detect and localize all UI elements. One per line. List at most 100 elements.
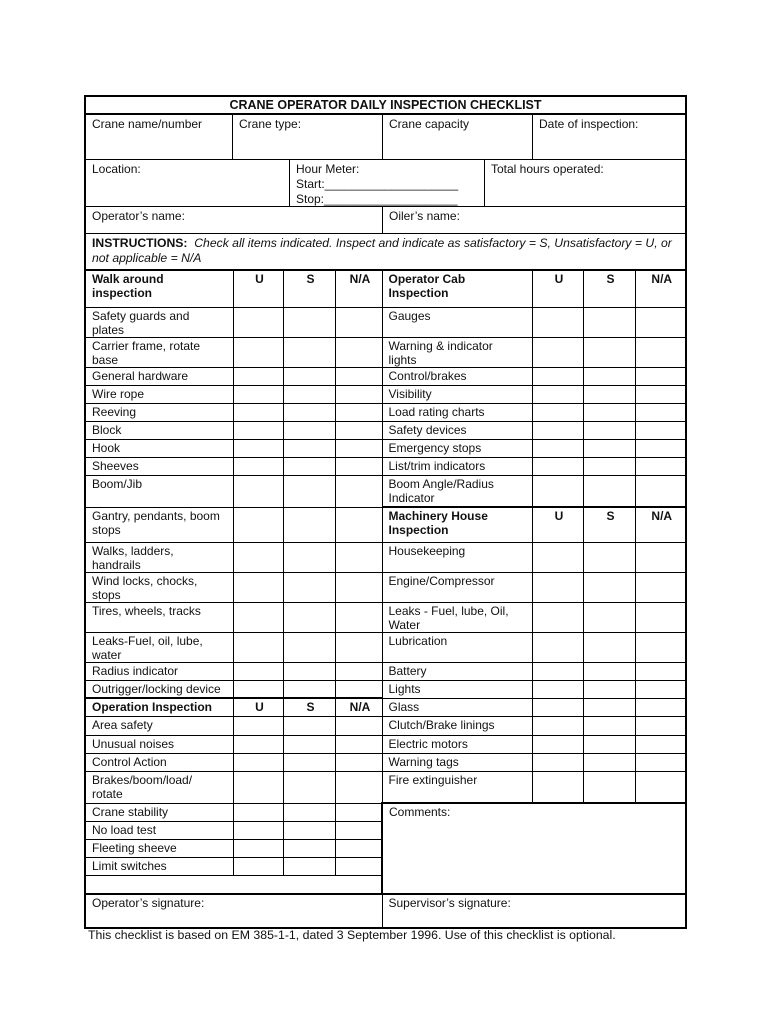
check-cell[interactable]: [282, 601, 336, 633]
check-cell[interactable]: [282, 571, 336, 603]
check-cell[interactable]: [634, 541, 685, 573]
check-cell[interactable]: [282, 770, 336, 804]
check-cell[interactable]: [531, 474, 584, 508]
check-cell[interactable]: [582, 752, 636, 772]
check-cell[interactable]: [232, 752, 284, 772]
check-cell[interactable]: [634, 306, 685, 338]
check-cell[interactable]: [282, 820, 336, 840]
operator-name-field[interactable]: Operator’s name:: [86, 207, 383, 234]
check-cell[interactable]: [232, 661, 284, 681]
check-cell[interactable]: [232, 715, 284, 736]
check-cell[interactable]: [334, 420, 383, 440]
check-cell[interactable]: [334, 541, 383, 573]
check-cell[interactable]: [334, 820, 382, 840]
check-cell[interactable]: [531, 571, 584, 603]
check-cell[interactable]: [232, 456, 284, 476]
check-cell[interactable]: [334, 601, 383, 633]
check-cell[interactable]: [531, 631, 584, 663]
check-cell[interactable]: [582, 631, 636, 663]
check-cell[interactable]: [232, 679, 284, 699]
check-cell[interactable]: [582, 734, 636, 754]
check-cell[interactable]: [531, 384, 584, 404]
check-cell[interactable]: [282, 661, 336, 681]
check-cell[interactable]: [282, 420, 336, 440]
check-cell[interactable]: [282, 734, 336, 754]
check-cell[interactable]: [334, 838, 382, 858]
check-cell[interactable]: [582, 384, 636, 404]
check-cell[interactable]: [334, 456, 383, 476]
check-cell[interactable]: [282, 336, 336, 368]
check-cell[interactable]: [334, 366, 383, 386]
check-cell[interactable]: [232, 366, 284, 386]
check-cell[interactable]: [334, 631, 383, 663]
check-cell[interactable]: [634, 715, 685, 736]
check-cell[interactable]: [634, 697, 685, 717]
check-cell[interactable]: [232, 571, 284, 603]
check-cell[interactable]: [634, 661, 685, 681]
check-cell[interactable]: [282, 306, 336, 338]
crane-type-field[interactable]: Crane type:: [233, 115, 383, 160]
check-cell[interactable]: [582, 715, 636, 736]
check-cell[interactable]: [582, 679, 636, 699]
check-cell[interactable]: [582, 402, 636, 422]
operator-signature-field[interactable]: Operator’s signature:: [86, 893, 383, 927]
check-cell[interactable]: [334, 734, 383, 754]
check-cell[interactable]: [582, 456, 636, 476]
check-cell[interactable]: [634, 752, 685, 772]
oiler-name-field[interactable]: Oiler’s name:: [383, 207, 685, 234]
check-cell[interactable]: [634, 438, 685, 458]
check-cell[interactable]: [232, 474, 284, 508]
check-cell[interactable]: [282, 506, 336, 543]
comments-box[interactable]: Comments:: [381, 802, 685, 895]
check-cell[interactable]: [334, 336, 383, 368]
hour-meter-field[interactable]: Hour Meter: Start:____________________ S…: [290, 160, 485, 207]
check-cell[interactable]: [582, 541, 636, 573]
check-cell[interactable]: [282, 856, 336, 876]
check-cell[interactable]: [531, 697, 584, 717]
check-cell[interactable]: [582, 661, 636, 681]
check-cell[interactable]: [582, 306, 636, 338]
check-cell[interactable]: [282, 541, 336, 573]
check-cell[interactable]: [634, 420, 685, 440]
check-cell[interactable]: [334, 474, 383, 508]
check-cell[interactable]: [634, 402, 685, 422]
check-cell[interactable]: [282, 456, 336, 476]
check-cell[interactable]: [634, 384, 685, 404]
check-cell[interactable]: [582, 366, 636, 386]
hour-meter-start-line[interactable]: Start:____________________: [296, 177, 459, 191]
check-cell[interactable]: [232, 438, 284, 458]
check-cell[interactable]: [334, 571, 383, 603]
check-cell[interactable]: [634, 336, 685, 368]
check-cell[interactable]: [634, 770, 685, 804]
check-cell[interactable]: [282, 715, 336, 736]
check-cell[interactable]: [334, 438, 383, 458]
check-cell[interactable]: [232, 734, 284, 754]
check-cell[interactable]: [531, 366, 584, 386]
check-cell[interactable]: [634, 631, 685, 663]
check-cell[interactable]: [634, 366, 685, 386]
check-cell[interactable]: [334, 506, 383, 543]
check-cell[interactable]: [531, 679, 584, 699]
check-cell[interactable]: [282, 752, 336, 772]
check-cell[interactable]: [634, 679, 685, 699]
check-cell[interactable]: [282, 438, 336, 458]
check-cell[interactable]: [634, 601, 685, 633]
check-cell[interactable]: [232, 601, 284, 633]
check-cell[interactable]: [282, 631, 336, 663]
check-cell[interactable]: [334, 752, 383, 772]
crane-name-field[interactable]: Crane name/number: [86, 115, 233, 160]
check-cell[interactable]: [531, 770, 584, 804]
check-cell[interactable]: [582, 601, 636, 633]
check-cell[interactable]: [531, 752, 584, 772]
check-cell[interactable]: [582, 697, 636, 717]
check-cell[interactable]: [282, 474, 336, 508]
check-cell[interactable]: [232, 541, 284, 573]
check-cell[interactable]: [634, 571, 685, 603]
crane-capacity-field[interactable]: Crane capacity: [383, 115, 533, 160]
check-cell[interactable]: [531, 715, 584, 736]
supervisor-signature-field[interactable]: Supervisor’s signature:: [381, 893, 685, 927]
check-cell[interactable]: [232, 770, 284, 804]
check-cell[interactable]: [531, 601, 584, 633]
check-cell[interactable]: [582, 770, 636, 804]
check-cell[interactable]: [232, 336, 284, 368]
